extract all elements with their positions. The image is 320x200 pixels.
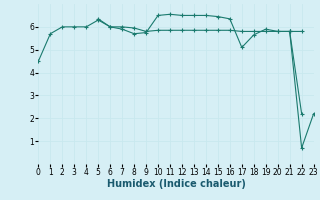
X-axis label: Humidex (Indice chaleur): Humidex (Indice chaleur) bbox=[107, 179, 245, 189]
